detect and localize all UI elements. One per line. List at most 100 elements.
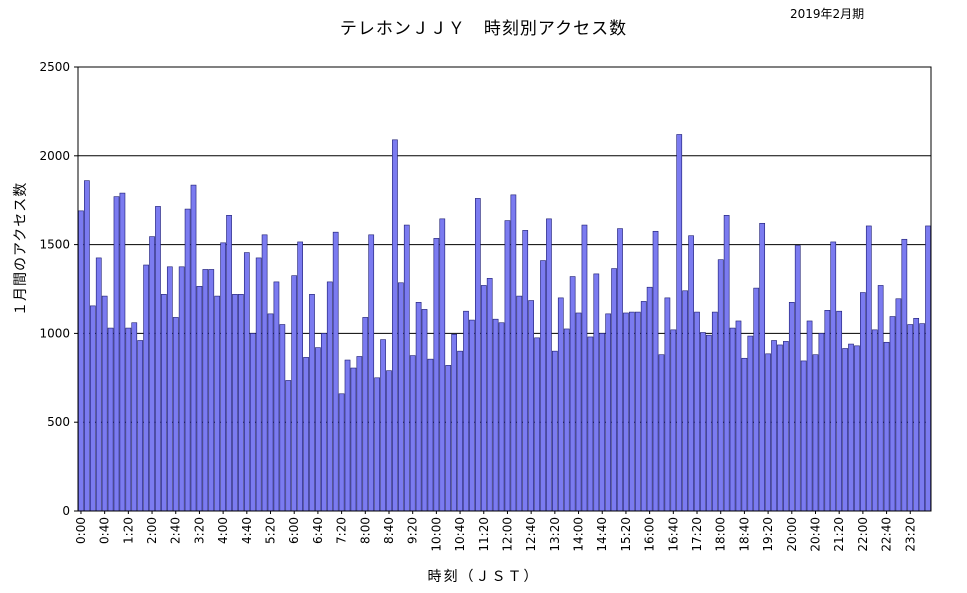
bar	[777, 344, 783, 512]
bar	[824, 310, 831, 512]
x-tick-label: 13:20	[548, 517, 562, 552]
bar	[232, 294, 238, 512]
bar	[356, 356, 363, 512]
x-tick-label: 1:20	[121, 517, 135, 544]
bar	[818, 333, 825, 512]
x-tick-label: 20:00	[785, 517, 799, 552]
chart-period-label: 2019年2月期	[790, 7, 865, 21]
bar	[332, 231, 339, 512]
x-tick-label: 4:40	[240, 517, 254, 544]
x-tick-label: 19:20	[761, 517, 775, 552]
bar	[374, 377, 380, 512]
bar	[474, 198, 481, 512]
bar	[925, 225, 931, 512]
bar	[504, 220, 511, 512]
bar	[646, 286, 653, 512]
plot-area	[78, 67, 931, 511]
bar	[178, 266, 185, 512]
bar	[664, 297, 671, 512]
bar	[741, 357, 748, 512]
bar	[226, 215, 232, 512]
bar	[155, 206, 161, 512]
bar	[836, 310, 843, 512]
bar	[919, 323, 925, 512]
bar	[113, 196, 120, 512]
bar	[238, 294, 244, 512]
bar	[409, 355, 416, 512]
bar	[747, 335, 754, 512]
bar	[131, 322, 138, 512]
bar	[830, 241, 837, 512]
bar	[901, 238, 908, 512]
x-tick-label: 12:00	[500, 517, 514, 552]
x-tick-label: 11:20	[477, 517, 491, 552]
bar	[806, 320, 813, 512]
bar	[700, 332, 706, 512]
x-tick-label: 21:20	[832, 517, 846, 552]
bar	[498, 322, 505, 512]
y-tick-label: 1500	[39, 238, 70, 252]
bar	[184, 208, 191, 512]
bar	[569, 276, 576, 512]
bar	[78, 210, 84, 512]
x-tick-label: 12:40	[524, 517, 538, 552]
bar	[860, 292, 866, 512]
y-tick-label: 1000	[39, 326, 70, 340]
bar	[711, 311, 718, 512]
x-tick-label: 23:20	[903, 517, 917, 552]
bar	[84, 180, 90, 512]
x-tick-label: 10:40	[453, 517, 467, 552]
bar	[492, 318, 499, 512]
bar	[285, 380, 292, 512]
bar	[89, 305, 96, 512]
bar	[557, 297, 564, 512]
bar	[788, 302, 795, 512]
x-tick-label: 18:00	[714, 517, 728, 552]
bar	[279, 324, 286, 512]
bar	[161, 294, 167, 512]
bar	[510, 194, 517, 512]
bar	[172, 317, 179, 512]
bar	[303, 357, 309, 512]
x-tick-label: 9:20	[406, 517, 420, 544]
bar	[593, 273, 600, 512]
bar	[676, 134, 683, 512]
x-tick-label: 17:20	[690, 517, 704, 552]
y-tick-label: 2500	[39, 60, 70, 74]
x-tick-label: 7:20	[335, 517, 349, 544]
x-tick-label: 10:00	[429, 517, 443, 552]
bar	[386, 370, 392, 512]
bar	[575, 312, 582, 512]
bar	[623, 312, 629, 512]
bar	[913, 317, 920, 512]
bar	[445, 365, 452, 512]
bar	[765, 353, 771, 512]
bar	[149, 236, 155, 512]
bar	[208, 269, 215, 512]
bar	[214, 295, 221, 512]
bar	[617, 228, 623, 512]
bar	[717, 259, 724, 512]
x-tick-label: 15:20	[619, 517, 633, 552]
bar	[326, 281, 333, 512]
bar	[291, 275, 298, 512]
bar	[611, 268, 617, 512]
bar	[95, 257, 102, 512]
bar	[202, 269, 209, 512]
bar	[315, 347, 321, 512]
x-tick-label: 2:40	[169, 517, 183, 544]
bar	[469, 319, 475, 512]
bar	[125, 327, 132, 512]
bar	[706, 334, 712, 512]
x-tick-label: 3:20	[192, 517, 206, 544]
bar	[854, 345, 860, 512]
bar	[516, 295, 523, 512]
bar	[397, 282, 404, 512]
bar	[196, 286, 203, 512]
bar	[267, 313, 274, 512]
bar	[895, 298, 902, 512]
bar	[392, 139, 398, 512]
bar	[670, 329, 677, 512]
bar	[220, 242, 226, 512]
